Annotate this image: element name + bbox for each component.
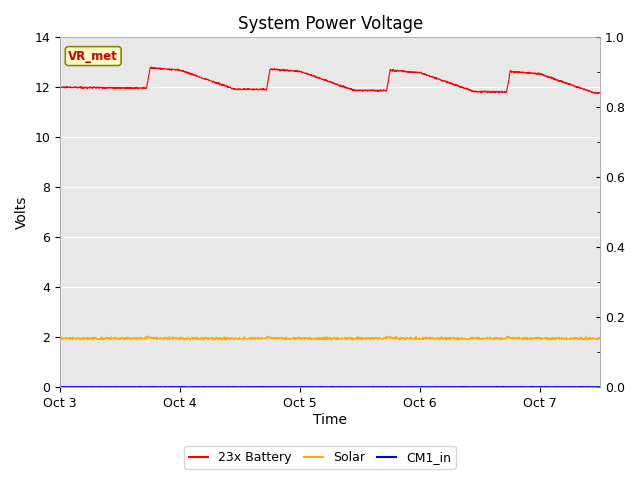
CM1_in	[596, 384, 604, 390]
CM1_in	[581, 384, 589, 390]
23x Battery	[84, 85, 92, 91]
23x Battery	[319, 76, 327, 82]
Solar	[219, 337, 227, 343]
CM1_in	[84, 384, 92, 390]
23x Battery	[593, 91, 601, 96]
CM1_in	[305, 384, 312, 390]
23x Battery	[148, 64, 156, 70]
CM1_in	[482, 384, 490, 390]
Solar	[581, 336, 589, 342]
Solar	[482, 336, 490, 341]
23x Battery	[581, 86, 589, 92]
Title: System Power Voltage: System Power Voltage	[237, 15, 423, 33]
Line: 23x Battery: 23x Battery	[60, 67, 600, 94]
23x Battery	[56, 84, 64, 90]
23x Battery	[580, 86, 588, 92]
CM1_in	[319, 384, 327, 390]
Line: CM1_in: CM1_in	[60, 386, 600, 387]
CM1_in	[56, 384, 64, 390]
Text: VR_met: VR_met	[68, 49, 118, 62]
Solar	[596, 336, 604, 341]
Solar	[319, 336, 327, 342]
Solar	[143, 333, 151, 339]
CM1_in	[581, 384, 589, 390]
Legend: 23x Battery, Solar, CM1_in: 23x Battery, Solar, CM1_in	[184, 446, 456, 469]
Y-axis label: Volts: Volts	[15, 195, 29, 229]
23x Battery	[596, 89, 604, 95]
X-axis label: Time: Time	[313, 413, 347, 427]
Solar	[305, 335, 313, 341]
Solar	[56, 336, 64, 342]
CM1_in	[303, 384, 310, 390]
Line: Solar: Solar	[60, 336, 600, 340]
Solar	[84, 336, 92, 342]
23x Battery	[305, 72, 312, 77]
CM1_in	[369, 384, 377, 389]
Solar	[581, 335, 589, 341]
23x Battery	[482, 89, 490, 95]
